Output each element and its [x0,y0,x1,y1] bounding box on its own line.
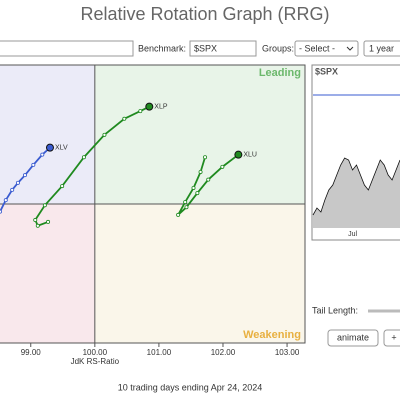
spx-chart: $SPX Jul [311,64,400,241]
tail-point [33,218,38,223]
animate-button[interactable] [327,329,379,347]
tail-point [46,219,51,224]
quadrant-label: Weakening [243,329,301,341]
tail-head [45,143,54,152]
x-tick-label: 100.00 [83,348,108,357]
benchmark-value: $SPX [194,43,217,53]
tail-point [176,212,181,217]
price-line [312,157,400,216]
tail-point [203,155,208,160]
x-tick-label: 103.00 [275,348,300,357]
tail-point [206,177,211,182]
tail-point [198,169,203,174]
tail-point [183,200,188,205]
tail-point [10,187,15,192]
series-label: XLV [55,144,68,151]
tail-point [102,132,107,137]
x-tick-label: Jul [348,231,357,238]
rrg-chart: Leading Weakening 99.00 100.00 101.00 102.00 1… [0,64,306,366]
tail-line [177,153,239,216]
tail-point [35,223,40,228]
plus-button[interactable] [383,329,400,347]
tail-length-label: Tail Length: [312,305,358,315]
plus-label: + [391,332,396,342]
x-axis-label: JdK RS-Ratio [71,357,120,366]
tail-point [122,116,127,121]
price-area [313,158,400,228]
tail-point [3,198,8,203]
tail-point [138,109,143,114]
period-select[interactable] [363,40,400,57]
tail-point [220,164,225,169]
select-arrow [346,46,354,51]
tail-point [40,152,45,157]
quadrant-label: Leading [259,67,301,79]
x-tick-label: 99.00 [21,348,42,357]
tail-head [234,150,243,159]
groups-value: - Select - [299,43,335,53]
plot-frame [0,64,306,344]
benchmark-label: Benchmark: [138,43,186,53]
quadrant-weakening [94,204,305,343]
tail-line [0,146,51,213]
tail-point [60,184,65,189]
quadrant-lagging [0,204,95,343]
tail-point [15,180,20,185]
tail-point [42,203,47,208]
page-title: Relative Rotation Graph (RRG) [80,4,329,24]
tail-point [31,162,36,167]
series-label: XLP [154,103,168,110]
quadrant-improving [0,65,95,204]
animate-label: animate [337,332,369,342]
tail-point [191,185,196,190]
groups-label: Groups: [262,43,294,53]
caption: 10 trading days ending Apr 24, 2024 [118,382,263,392]
tail-point [81,155,86,160]
tail-point [184,205,189,210]
period-value: 1 year [369,43,394,53]
quadrant-leading [94,65,305,204]
series-label: XLU [243,152,257,159]
x-tick-label: 102.00 [211,348,236,357]
tail-point [195,191,200,196]
tail-point [0,209,2,214]
panel-title: $SPX [315,66,338,76]
benchmark-input[interactable] [189,40,257,57]
tail-head [145,102,154,111]
tail-point [22,173,27,178]
symbol-input[interactable] [0,40,134,57]
groups-select[interactable] [294,40,359,57]
tail-line [34,105,150,227]
x-tick-label: 101.00 [147,348,172,357]
